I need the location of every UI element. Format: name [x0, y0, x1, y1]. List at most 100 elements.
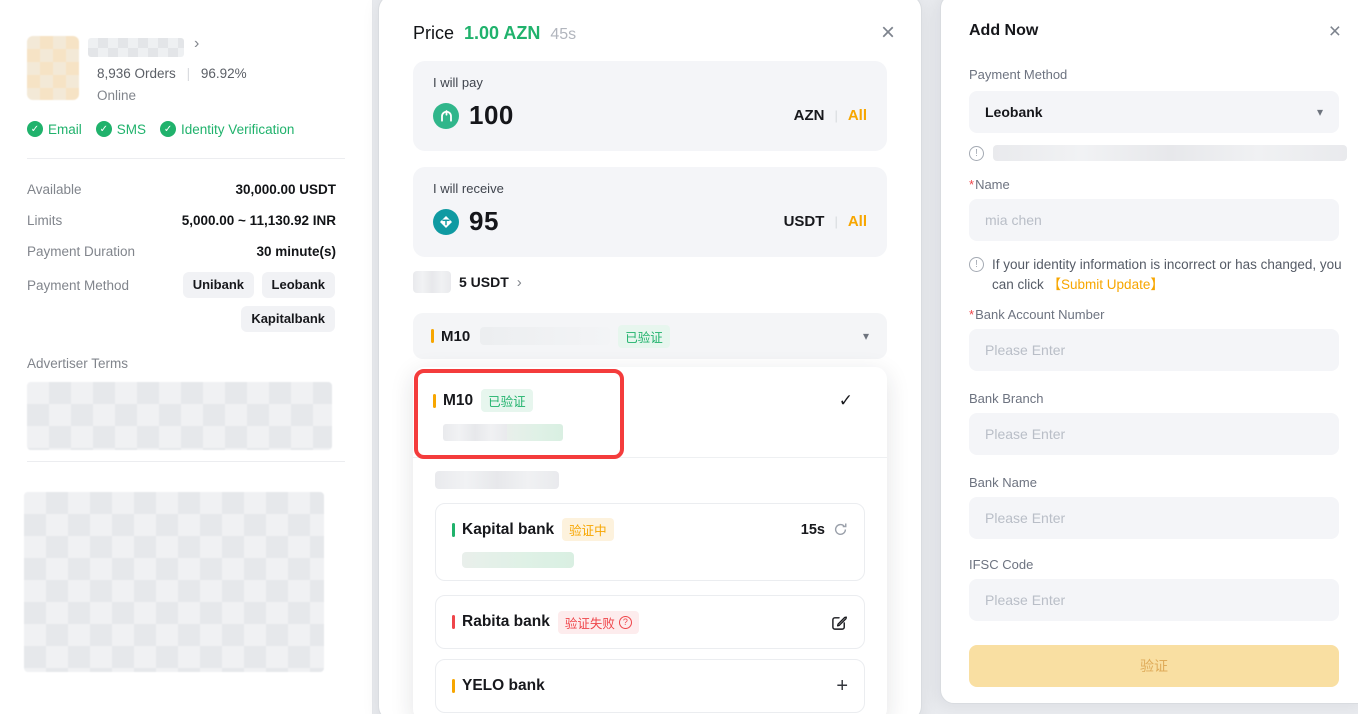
fee-row[interactable]: 5 USDT › [413, 271, 522, 293]
caret-down-icon: ▾ [862, 329, 869, 343]
info-text-blurred [993, 145, 1347, 161]
price-label: Price [413, 23, 455, 43]
method-color-bar [431, 329, 434, 343]
terms-details-blurred [24, 492, 324, 672]
completion-rate: 96.92% [200, 66, 247, 81]
method-color-bar [433, 393, 436, 408]
section-label-blurred [435, 471, 559, 489]
option-name: YELO bank [462, 677, 545, 694]
advertiser-name-blurred [88, 38, 184, 57]
verifying-badge: 验证中 [562, 518, 614, 541]
check-circle-icon: ✓ [27, 121, 43, 137]
bank-account-number-input[interactable] [969, 329, 1339, 371]
receive-amount-input[interactable]: 95 [469, 206, 499, 236]
pay-currency: AZN [793, 107, 825, 124]
field-label-text: Bank Account Number [975, 307, 1105, 322]
option-name: M10 [443, 391, 474, 409]
bank-name-input[interactable] [969, 497, 1339, 539]
method-color-bar [452, 679, 455, 693]
pay-amount-input[interactable]: 100 [469, 100, 514, 130]
identity-note-text: If your identity information is incorrec… [992, 255, 1347, 295]
masked-account [462, 552, 574, 568]
method-color-bar [452, 615, 455, 629]
sms-verified-badge: ✓ SMS [95, 121, 147, 137]
badge-label: Email [48, 121, 82, 137]
add-payment-method-modal: Add Now × Payment Method Leobank ▾ ! *Na… [940, 0, 1358, 704]
chevron-right-icon: › [516, 273, 522, 291]
pay-label: I will pay [433, 75, 483, 90]
receive-label: I will receive [433, 181, 504, 196]
verified-badge: 已验证 [618, 324, 670, 348]
bank-option-rabita[interactable]: Rabita bank 验证失败 ? [435, 595, 865, 649]
bank-branch-input[interactable] [969, 413, 1339, 455]
identity-verified-badge: ✓ Identity Verification [160, 121, 294, 137]
failed-badge-label: 验证失败 [564, 616, 615, 631]
payment-duration-value: 30 minute(s) [256, 244, 336, 259]
verify-countdown: 15s [800, 521, 825, 538]
verified-badge: 已验证 [481, 389, 533, 412]
buy-order-modal: × Price 1.00 AZN 45s I will pay 100 AZN … [378, 0, 922, 714]
identity-note: ! If your identity information is incorr… [969, 255, 1347, 295]
close-icon[interactable]: × [1328, 20, 1341, 43]
payment-method-select[interactable]: Leobank ▾ [969, 91, 1339, 133]
limits-value: 5,000.00 ~ 11,130.92 INR [181, 213, 336, 228]
selected-method-name: M10 [441, 327, 471, 345]
badge-label: Identity Verification [181, 121, 295, 137]
account-number-blurred [480, 327, 611, 345]
chevron-right-icon[interactable]: › [194, 35, 200, 52]
selected-check-icon: ✓ [838, 390, 853, 410]
bank-name-label: Bank Name [969, 475, 1037, 490]
separator: | [834, 214, 838, 229]
name-input[interactable] [969, 199, 1339, 241]
online-status: Online [97, 88, 137, 103]
ifsc-code-label: IFSC Code [969, 557, 1034, 572]
payment-method-select[interactable]: M10 已验证 ▾ [413, 313, 887, 359]
name-label-text: Name [975, 177, 1010, 192]
payment-duration-label: Payment Duration [27, 244, 136, 259]
info-icon: ! [969, 257, 984, 272]
dropdown-option-m10[interactable]: M10 已验证 ✓ [433, 389, 867, 441]
bank-account-number-label: *Bank Account Number [969, 307, 1104, 322]
avatar [27, 36, 79, 100]
masked-detail [443, 424, 507, 441]
question-circle-icon[interactable]: ? [618, 615, 632, 629]
badge-label: SMS [116, 121, 147, 137]
close-icon[interactable]: × [880, 19, 895, 46]
payment-method-tag-kapitalbank: Kapitalbank [241, 306, 335, 332]
fee-value: 5 USDT [459, 274, 509, 290]
advertiser-terms-blurred [27, 382, 332, 450]
orders-count: 8,936 Orders [97, 66, 176, 81]
advertiser-panel: › 8,936 Orders | 96.92% Online ✓ Email ✓… [0, 0, 373, 714]
ifsc-code-input[interactable] [969, 579, 1339, 621]
required-mark: * [969, 307, 975, 322]
verification-badges: ✓ Email ✓ SMS ✓ Identity Verification [27, 121, 294, 137]
payment-method-label: Payment Method [27, 278, 130, 293]
limits-label: Limits [27, 213, 63, 228]
info-icon: ! [969, 145, 984, 161]
edit-icon[interactable] [831, 614, 848, 631]
pay-amount-card[interactable]: I will pay 100 AZN | All [413, 61, 887, 151]
receive-all-button[interactable]: All [847, 213, 867, 230]
payment-method-tag-leobank: Leobank [261, 272, 335, 298]
bank-option-kapital[interactable]: Kapital bank 验证中 15s [435, 503, 865, 581]
bank-option-yelo[interactable]: YELO bank + [435, 659, 865, 713]
failed-badge: 验证失败 ? [557, 610, 639, 634]
advertiser-terms-label: Advertiser Terms [27, 356, 129, 371]
pay-all-button[interactable]: All [847, 107, 867, 124]
receive-amount-card[interactable]: I will receive 95 USDT | All [413, 167, 887, 257]
option-name: Kapital bank [462, 520, 555, 538]
price-refresh-timer: 45s [550, 26, 577, 43]
email-verified-badge: ✓ Email [27, 121, 82, 137]
add-method-plus-icon[interactable]: + [836, 674, 848, 697]
submit-update-link[interactable]: 【Submit Update】 [1047, 277, 1164, 292]
option-name: Rabita bank [462, 613, 550, 630]
payment-method-dropdown: M10 已验证 ✓ Kapital bank 验证中 15s [413, 367, 887, 714]
receive-currency: USDT [783, 213, 825, 230]
refresh-icon[interactable] [833, 522, 848, 537]
caret-down-icon: ▾ [1316, 105, 1323, 119]
modal-title: Add Now [969, 22, 1039, 39]
fee-label-blurred [413, 271, 451, 293]
verify-submit-button[interactable]: 验证 [969, 645, 1339, 687]
price-value: 1.00 AZN [464, 23, 541, 43]
masked-detail-green [507, 424, 563, 441]
